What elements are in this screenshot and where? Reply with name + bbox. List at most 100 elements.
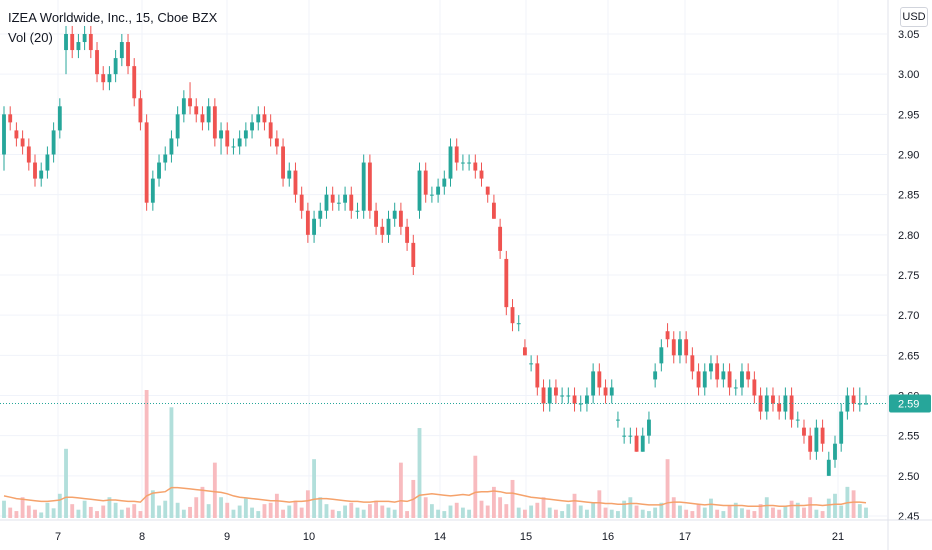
candle-body (585, 395, 589, 404)
candle-body (45, 154, 50, 171)
candle (188, 82, 192, 115)
volume-bar (436, 509, 441, 518)
candle-body (554, 387, 558, 396)
candle-body (628, 435, 633, 437)
volume-bar (386, 507, 391, 518)
volume-bar (51, 508, 56, 518)
candle (411, 234, 416, 275)
candle (138, 90, 143, 131)
volume-bar (200, 486, 205, 518)
volume-bar (789, 500, 794, 518)
volume-bar (169, 407, 174, 518)
candle-body (764, 395, 769, 412)
candle-body (522, 347, 527, 356)
candle-body (733, 387, 738, 389)
candle (783, 387, 788, 420)
volume-bar (479, 500, 484, 518)
candle-body (175, 114, 180, 139)
candle-body (479, 170, 484, 179)
volume-bar (324, 504, 329, 518)
x-tick-label: 16 (602, 531, 614, 543)
candle (95, 42, 99, 83)
candle-body (560, 395, 565, 397)
candle-body (361, 162, 366, 211)
volume-bar (76, 509, 81, 518)
candle (448, 138, 453, 187)
candle-body (777, 403, 782, 412)
candle (8, 106, 13, 131)
y-tick-label: 2.90 (898, 150, 919, 162)
candle (200, 106, 205, 131)
candle-body (429, 194, 434, 196)
x-tick-label: 14 (434, 531, 446, 543)
candle (70, 25, 75, 59)
candle-body (529, 363, 534, 365)
volume-bar (268, 502, 273, 518)
volume-indicator-label[interactable]: Vol (20) (8, 30, 53, 45)
candle-body (572, 395, 577, 404)
volume-bar (467, 509, 472, 518)
volume-bar (107, 497, 112, 518)
symbol-title[interactable]: IZEA Worldwide, Inc., 15, Cboe BZX (8, 10, 218, 25)
y-tick-label: 3.05 (898, 29, 919, 41)
currency-button[interactable]: USD (900, 7, 928, 27)
candle-body (219, 130, 223, 139)
candle (715, 355, 720, 388)
volume-bar (429, 504, 434, 518)
volume-bar (690, 511, 695, 518)
volume-bar (529, 505, 534, 518)
candle (516, 315, 521, 332)
volume-bar (343, 505, 348, 518)
candle (442, 170, 447, 195)
volume-bar (864, 507, 868, 518)
volume-bar (144, 390, 149, 518)
candle (554, 379, 558, 404)
candle-body (212, 106, 217, 139)
volume-bar (771, 507, 775, 518)
candle-body (157, 162, 161, 179)
candle-body (597, 371, 602, 388)
candle (39, 162, 44, 187)
volume-bar (709, 498, 713, 518)
candle-body (721, 371, 726, 380)
candle (839, 403, 844, 452)
candle (367, 154, 372, 219)
candle-body (268, 122, 273, 139)
candle-body (318, 210, 323, 219)
x-tick-label: 9 (224, 531, 230, 543)
candle (349, 186, 354, 219)
volume-bar (814, 509, 819, 518)
candle-body (808, 435, 813, 452)
candle (597, 363, 602, 396)
candle (355, 202, 360, 219)
candle-body (33, 162, 37, 179)
candle-body (324, 194, 329, 211)
candle-body (181, 98, 186, 115)
volume-bar (498, 497, 503, 518)
candle-body (355, 210, 360, 212)
volume-bar (225, 502, 230, 518)
candle-body (51, 130, 56, 155)
volume-bar (802, 507, 806, 518)
candle (721, 363, 726, 388)
candle (864, 395, 868, 405)
candle (312, 210, 316, 243)
volume-bar (262, 504, 267, 518)
volume-bar (256, 511, 261, 518)
candle (578, 395, 583, 412)
candle-body (237, 138, 242, 147)
candle (405, 218, 410, 251)
candle-body (671, 339, 676, 356)
candle (653, 363, 658, 388)
candle-body (647, 419, 651, 436)
candle-body (225, 130, 230, 147)
candle-body (541, 387, 546, 404)
candle (436, 178, 441, 203)
candle (318, 202, 323, 227)
x-tick-label: 10 (303, 531, 315, 543)
candle-body (746, 371, 751, 380)
chart-legend: IZEA Worldwide, Inc., 15, Cboe BZX Vol (… (8, 8, 217, 48)
volume-bar (684, 509, 689, 518)
candle-body (485, 186, 490, 195)
